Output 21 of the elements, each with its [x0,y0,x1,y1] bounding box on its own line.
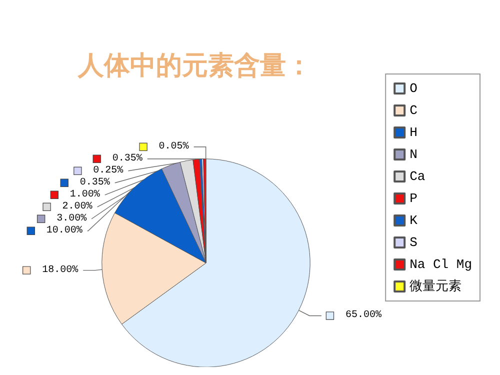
data-label: 2.00% [50,201,92,212]
data-label: 3.00% [44,213,87,224]
legend-label: Ca [410,169,426,184]
data-label: 65.00% [333,310,382,322]
legend-label: O [410,81,418,96]
legend-label: H [410,125,418,140]
legend-label: Na Cl Mg [410,257,472,272]
data-label: 0.35% [100,153,142,164]
data-label: 0.05% [146,141,189,152]
data-label: 1.00% [58,189,100,200]
legend-label: C [410,103,418,118]
legend-label: 微量元素 [410,279,462,294]
data-label: 18.00% [30,264,78,276]
legend-label: P [410,191,418,206]
legend-label: K [410,213,418,228]
data-label: 0.25% [81,165,124,176]
legend-label: S [410,235,418,250]
data-label: 10.00% [34,225,82,236]
chart-title: 人体中的元素含量： [77,51,312,81]
data-label: 0.35% [68,177,110,188]
legend-label: N [410,147,418,162]
